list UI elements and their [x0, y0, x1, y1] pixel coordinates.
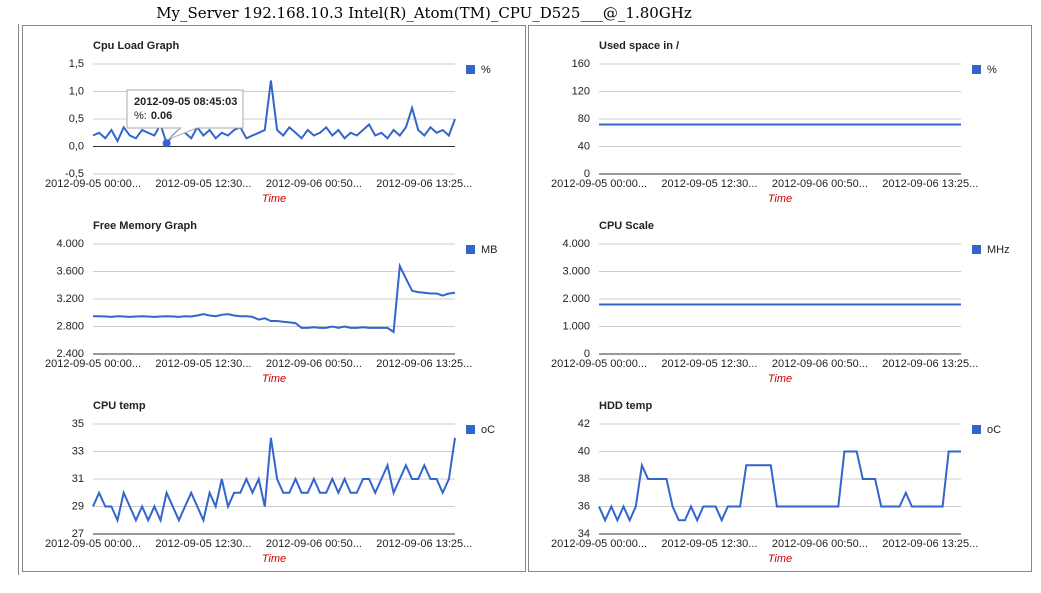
y-tick-label: 3.600 — [56, 265, 84, 277]
x-axis-label: Time — [262, 553, 286, 565]
legend-swatch — [972, 65, 981, 74]
x-tick-label: 2012-09-05 00:00... — [551, 538, 647, 550]
legend-swatch — [466, 245, 475, 254]
x-tick-label: 2012-09-05 12:30... — [155, 538, 251, 550]
tooltip-name: %: — [134, 110, 147, 122]
panel-frame — [528, 25, 1032, 572]
legend-swatch — [972, 245, 981, 254]
panel-frame — [22, 25, 526, 572]
x-tick-label: 2012-09-05 00:00... — [551, 358, 647, 370]
y-tick-label: 3.200 — [56, 293, 84, 305]
y-tick-label: 31 — [72, 473, 84, 485]
y-tick-label: 120 — [572, 85, 590, 97]
y-tick-label: 1,0 — [69, 85, 84, 97]
chart-title: Cpu Load Graph — [93, 40, 179, 52]
page-title: My_Server 192.168.10.3 Intel(R)_Atom(TM)… — [156, 4, 692, 22]
x-tick-label: 2012-09-06 00:50... — [266, 538, 362, 550]
x-tick-label: 2012-09-05 12:30... — [155, 358, 251, 370]
y-tick-label: 2.800 — [56, 320, 84, 332]
x-tick-label: 2012-09-05 12:30... — [661, 178, 757, 190]
y-tick-label: -0,5 — [65, 168, 84, 180]
y-tick-label: 0,5 — [69, 113, 84, 125]
x-axis-label: Time — [768, 193, 792, 205]
y-tick-label: 34 — [578, 528, 590, 540]
x-tick-label: 2012-09-05 12:30... — [661, 358, 757, 370]
x-tick-label: 2012-09-06 13:25... — [882, 178, 978, 190]
legend-label: oC — [987, 424, 1001, 436]
legend-label: % — [481, 64, 491, 76]
y-tick-label: 27 — [72, 528, 84, 540]
y-tick-label: 36 — [578, 500, 590, 512]
y-tick-label: 42 — [578, 418, 590, 430]
y-tick-label: 35 — [72, 418, 84, 430]
data-line — [598, 450, 961, 523]
y-tick-label: 0 — [584, 348, 590, 360]
x-tick-label: 2012-09-05 00:00... — [45, 538, 141, 550]
x-tick-label: 2012-09-05 12:30... — [155, 178, 251, 190]
legend-swatch — [466, 425, 475, 434]
x-tick-label: 2012-09-06 00:50... — [266, 178, 362, 190]
x-axis-label: Time — [262, 373, 286, 385]
x-tick-label: 2012-09-05 00:00... — [551, 178, 647, 190]
x-axis-label: Time — [262, 193, 286, 205]
x-tick-label: 2012-09-06 00:50... — [772, 538, 868, 550]
data-line — [93, 262, 456, 334]
chart-title: CPU temp — [93, 400, 146, 412]
x-tick-label: 2012-09-06 00:50... — [772, 178, 868, 190]
chart-title: HDD temp — [599, 400, 652, 412]
y-tick-label: 29 — [72, 500, 84, 512]
legend-label: MB — [481, 244, 498, 256]
chart-title: Used space in / — [599, 40, 679, 52]
x-tick-label: 2012-09-05 12:30... — [661, 538, 757, 550]
x-tick-label: 2012-09-06 13:25... — [376, 538, 472, 550]
y-tick-label: 38 — [578, 473, 590, 485]
legend-label: MHz — [987, 244, 1010, 256]
x-axis-label: Time — [768, 553, 792, 565]
legend-swatch — [466, 65, 475, 74]
y-tick-label: 0,0 — [69, 140, 84, 152]
data-line — [92, 437, 456, 524]
y-tick-label: 40 — [578, 140, 590, 152]
y-tick-label: 2.400 — [56, 348, 84, 360]
y-tick-label: 3.000 — [562, 265, 590, 277]
chart-title: Free Memory Graph — [93, 220, 197, 232]
x-tick-label: 2012-09-06 00:50... — [266, 358, 362, 370]
x-tick-label: 2012-09-06 13:25... — [882, 538, 978, 550]
data-line — [92, 80, 456, 146]
x-tick-label: 2012-09-05 00:00... — [45, 358, 141, 370]
x-tick-label: 2012-09-06 13:25... — [376, 178, 472, 190]
tooltip-value: 0.06 — [151, 110, 172, 122]
chart-title: CPU Scale — [599, 220, 654, 232]
x-tick-label: 2012-09-06 13:25... — [882, 358, 978, 370]
y-tick-label: 160 — [572, 58, 590, 70]
x-tick-label: 2012-09-06 13:25... — [376, 358, 472, 370]
y-tick-label: 4.000 — [56, 238, 84, 250]
y-tick-label: 1.000 — [562, 320, 590, 332]
y-tick-label: 0 — [584, 168, 590, 180]
y-tick-label: 1,5 — [69, 58, 84, 70]
y-tick-label: 33 — [72, 445, 84, 457]
x-tick-label: 2012-09-05 00:00... — [45, 178, 141, 190]
x-tick-label: 2012-09-06 00:50... — [772, 358, 868, 370]
y-tick-label: 80 — [578, 113, 590, 125]
y-tick-label: 2.000 — [562, 293, 590, 305]
tooltip-text: %: 0.06 — [134, 110, 172, 122]
legend-label: % — [987, 64, 997, 76]
tooltip-box — [126, 89, 244, 140]
y-tick-label: 4.000 — [562, 238, 590, 250]
x-axis-label: Time — [768, 373, 792, 385]
legend-label: oC — [481, 424, 495, 436]
legend-swatch — [972, 425, 981, 434]
tooltip-point — [162, 139, 171, 148]
y-tick-label: 40 — [578, 445, 590, 457]
tooltip-title: 2012-09-05 08:45:03 — [134, 96, 237, 108]
